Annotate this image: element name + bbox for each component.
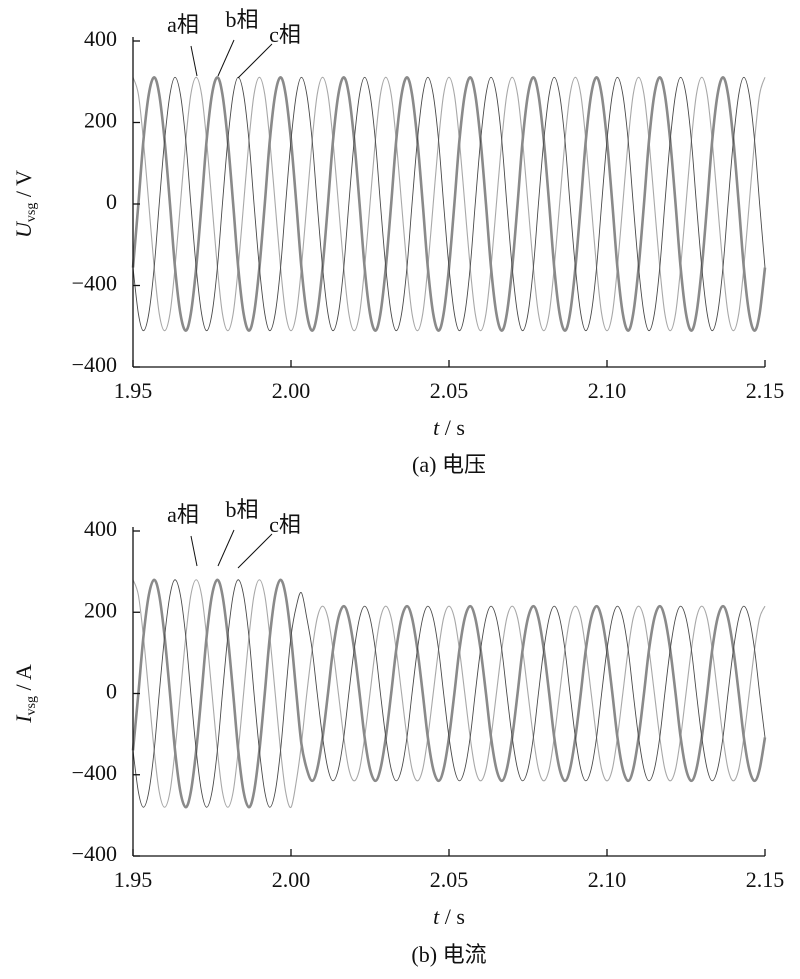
annotation: c相 <box>269 22 301 47</box>
y-axis-label: Uvsg / V <box>11 170 39 238</box>
annotation-leader <box>237 533 273 569</box>
series-line <box>131 578 767 809</box>
x-tick-label: 2.00 <box>272 867 311 892</box>
x-tick-label: 2.15 <box>746 867 785 892</box>
y-tick-label: −400 <box>72 841 117 866</box>
series-line <box>132 579 766 808</box>
y-label-subscript: vsg <box>24 203 39 222</box>
y-tick-label: 0 <box>106 189 117 214</box>
series-line <box>132 76 766 332</box>
x-tick-label: 2.10 <box>588 378 627 403</box>
annotation-leader <box>190 45 198 77</box>
series-line <box>131 75 767 333</box>
series-line <box>132 76 766 332</box>
x-tick-label: 1.95 <box>114 867 153 892</box>
series-line <box>132 579 766 809</box>
x-axis-label: t / s <box>433 904 465 929</box>
annotation: b相 <box>225 7 258 32</box>
annotation: a相 <box>167 502 199 527</box>
y-tick-label: −400 <box>72 760 117 785</box>
x-label-symbol: t <box>433 415 440 440</box>
y-axis-label: Ivsg / A <box>11 664 39 724</box>
x-tick-label: 1.95 <box>114 378 153 403</box>
annotation: c相 <box>269 512 301 537</box>
x-label-unit: / s <box>439 415 465 440</box>
y-tick-label: −400 <box>72 352 117 377</box>
annotation-leader <box>190 535 198 567</box>
y-tick-label: −400 <box>72 271 117 296</box>
annotation-leader <box>217 529 235 567</box>
x-tick-label: 2.05 <box>430 378 469 403</box>
annotation: a相 <box>167 12 199 37</box>
y-tick-label: 400 <box>84 26 117 51</box>
y-label-symbol: U <box>11 220 36 238</box>
y-label-symbol: I <box>11 714 36 724</box>
x-tick-label: 2.00 <box>272 378 311 403</box>
y-label-unit: / V <box>11 170 36 203</box>
annotation: b相 <box>225 497 258 522</box>
y-tick-label: 200 <box>84 108 117 133</box>
caption: (a) 电压 <box>412 452 486 477</box>
y-tick-label: 200 <box>84 597 117 622</box>
caption: (b) 电流 <box>411 942 486 967</box>
x-label-symbol: t <box>433 904 440 929</box>
x-label-unit: / s <box>439 904 465 929</box>
x-tick-label: 2.15 <box>746 378 785 403</box>
y-label-subscript: vsg <box>24 696 39 715</box>
y-tick-label: 0 <box>106 679 117 704</box>
x-tick-label: 2.05 <box>430 867 469 892</box>
x-tick-label: 2.10 <box>588 867 627 892</box>
y-tick-label: 400 <box>84 516 117 541</box>
annotation-leader <box>237 43 273 79</box>
x-axis-label: t / s <box>433 415 465 440</box>
y-label-unit: / A <box>11 664 36 696</box>
annotation-leader <box>217 39 235 77</box>
